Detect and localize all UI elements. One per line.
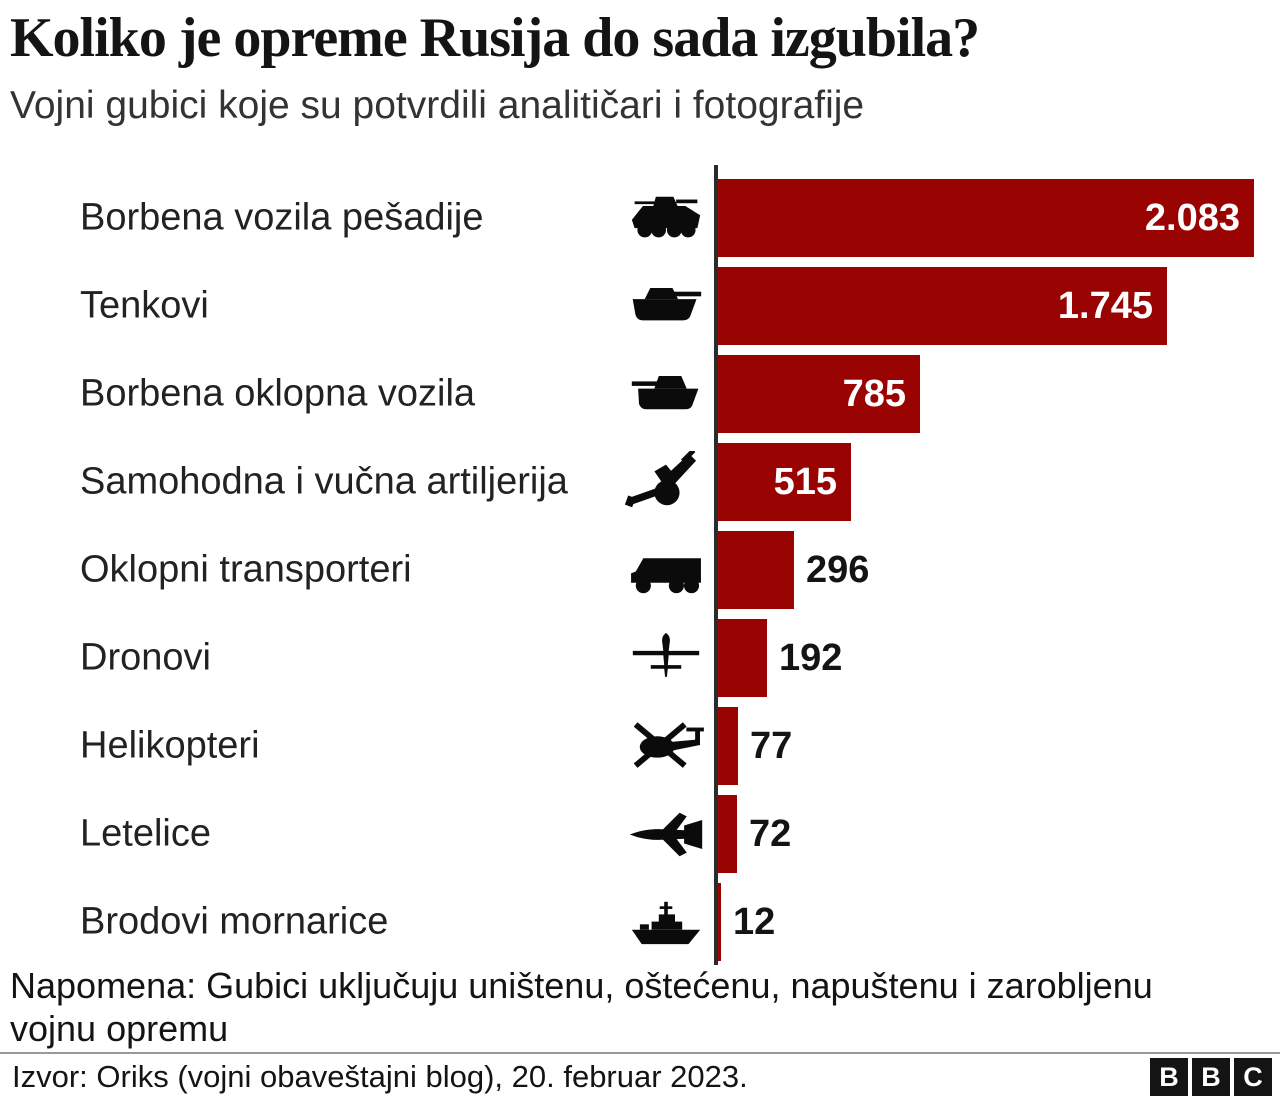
- category-icon: [618, 438, 714, 526]
- category-label: Tenkovi: [80, 284, 209, 327]
- ifv-icon: [631, 196, 701, 238]
- value-label: 77: [750, 725, 793, 767]
- bbc-logo-block-2: B: [1192, 1058, 1230, 1096]
- chart-row: Letelice 72: [0, 790, 1280, 878]
- value-label: 296: [806, 549, 870, 591]
- category-label: Letelice: [80, 812, 211, 855]
- category-icon: [618, 174, 714, 262]
- category-label: Borbena vozila pešadije: [80, 196, 484, 239]
- chart-row: Tenkovi 1.745: [0, 262, 1280, 350]
- chart-row: Dronovi 192: [0, 614, 1280, 702]
- bbc-logo-block-3: C: [1234, 1058, 1272, 1096]
- value-label: 12: [733, 901, 776, 943]
- helicopter-icon: [633, 722, 704, 768]
- category-icon: [618, 526, 714, 614]
- category-label: Oklopni transporteri: [80, 548, 412, 591]
- bar: 2.083: [718, 179, 1254, 257]
- chart-row: Samohodna i vučna artiljerija 515: [0, 438, 1280, 526]
- bbc-logo-block-1: B: [1150, 1058, 1188, 1096]
- tank-icon: [632, 287, 702, 320]
- bar: 785: [718, 355, 920, 433]
- footer: Izvor: Oriks (vojni obaveštajni blog), 2…: [0, 1052, 1280, 1100]
- category-label: Brodovi mornarice: [80, 900, 389, 943]
- category-icon: [618, 262, 714, 350]
- axis-line: [714, 165, 718, 965]
- bar-chart: Borbena vozila pešadije 2.083 Tenkovi 1.…: [0, 165, 1280, 966]
- chart-row: Oklopni transporteri 296: [0, 526, 1280, 614]
- bar: [718, 707, 738, 785]
- chart-rows: Borbena vozila pešadije 2.083 Tenkovi 1.…: [0, 174, 1280, 966]
- ship-icon: [631, 901, 701, 944]
- bar: 1.745: [718, 267, 1167, 345]
- footnote-line-2: vojnu opremu: [10, 1008, 229, 1049]
- chart-row: Helikopteri 77: [0, 702, 1280, 790]
- bar: [718, 883, 721, 961]
- category-icon: [618, 878, 714, 966]
- category-label: Samohodna i vučna artiljerija: [80, 460, 568, 503]
- source-text: Izvor: Oriks (vojni obaveštajni blog), 2…: [12, 1059, 748, 1094]
- jet-icon: [629, 812, 703, 856]
- footnote-line-1: Napomena: Gubici uključuju uništenu, ošt…: [10, 965, 1153, 1006]
- value-label: 192: [779, 637, 843, 679]
- apc-truck-icon: [631, 557, 701, 593]
- chart-row: Borbena vozila pešadije 2.083: [0, 174, 1280, 262]
- value-label: 2.083: [1144, 197, 1240, 239]
- armored-vehicle-icon: [631, 376, 699, 410]
- drone-icon: [632, 632, 700, 677]
- category-icon: [618, 790, 714, 878]
- category-label: Dronovi: [80, 636, 211, 679]
- chart-row: Brodovi mornarice 12: [0, 878, 1280, 966]
- category-icon: [618, 614, 714, 702]
- page-title: Koliko je opreme Rusija do sada izgubila…: [10, 7, 980, 69]
- bar: 515: [718, 443, 851, 521]
- value-label: 515: [773, 461, 837, 503]
- page-subtitle: Vojni gubici koje su potvrdili analitiča…: [10, 84, 865, 127]
- chart-row: Borbena oklopna vozila 785: [0, 350, 1280, 438]
- category-label: Borbena oklopna vozila: [80, 372, 476, 415]
- category-label: Helikopteri: [80, 724, 260, 767]
- bar: [718, 531, 794, 609]
- bar: [718, 795, 737, 873]
- category-icon: [618, 702, 714, 790]
- category-icon: [618, 350, 714, 438]
- value-label: 1.745: [1057, 285, 1153, 327]
- value-label: 785: [842, 373, 906, 415]
- value-label: 72: [749, 813, 792, 855]
- footnote: Napomena: Gubici uključuju uništenu, ošt…: [10, 964, 1153, 1050]
- artillery-icon: [624, 451, 697, 508]
- bar: [718, 619, 767, 697]
- bbc-logo: B B C: [1150, 1058, 1272, 1096]
